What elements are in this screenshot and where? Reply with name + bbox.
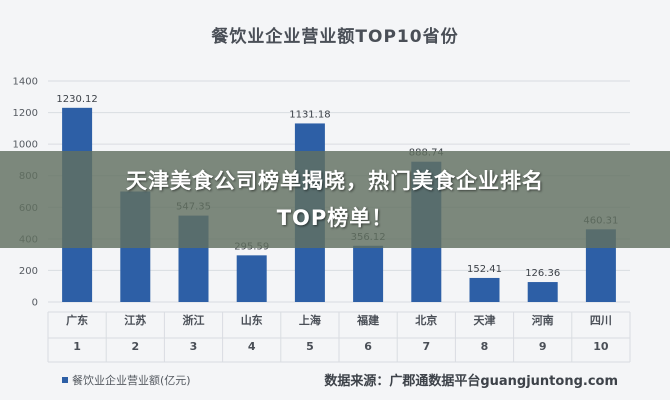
bar-value-label: 1131.18 bbox=[289, 109, 330, 120]
x-rank-label: 7 bbox=[422, 340, 430, 353]
chart-title: 餐饮业企业营业额TOP10省份 bbox=[211, 27, 459, 47]
y-tick-label: 1000 bbox=[13, 140, 38, 151]
overlay-headline-line-2: TOP榜单！ bbox=[276, 206, 394, 230]
bar bbox=[469, 277, 500, 302]
y-tick-label: 1400 bbox=[13, 77, 38, 88]
source-label: 数据来源：广郡通数据平台guangjuntong.com bbox=[324, 374, 618, 389]
overlay-headline-line-1: 天津美食公司榜单揭晓，热门美食企业排名 bbox=[126, 169, 544, 193]
bar-value-label: 152.41 bbox=[467, 264, 502, 275]
legend-swatch bbox=[62, 377, 68, 383]
bar-value-label: 1230.12 bbox=[56, 94, 97, 105]
x-rank-label: 1 bbox=[73, 340, 81, 353]
x-rank-label: 3 bbox=[190, 340, 198, 353]
x-category-label: 河南 bbox=[532, 313, 554, 327]
y-tick-label: 1200 bbox=[13, 108, 38, 119]
x-rank-label: 8 bbox=[481, 340, 489, 353]
x-rank-label: 6 bbox=[364, 340, 372, 353]
legend-label: 餐饮业企业营业额(亿元) bbox=[72, 374, 191, 387]
bar bbox=[353, 245, 384, 302]
x-rank-label: 4 bbox=[248, 340, 256, 353]
x-category-label: 江苏 bbox=[124, 313, 146, 327]
bar bbox=[236, 255, 267, 302]
x-category-label: 浙江 bbox=[183, 313, 205, 327]
x-category-label: 广东 bbox=[66, 313, 88, 327]
x-rank-label: 9 bbox=[539, 340, 547, 353]
x-category-label: 北京 bbox=[415, 313, 437, 327]
y-tick-label: 0 bbox=[32, 298, 38, 309]
x-rank-label: 10 bbox=[593, 340, 609, 353]
x-rank-label: 5 bbox=[306, 340, 314, 353]
x-category-label: 福建 bbox=[356, 313, 380, 327]
x-category-label: 上海 bbox=[299, 313, 321, 327]
legend: 餐饮业企业营业额(亿元) bbox=[62, 372, 191, 388]
y-tick-label: 200 bbox=[19, 266, 38, 277]
bar bbox=[527, 282, 558, 302]
x-category-label: 天津 bbox=[474, 313, 496, 327]
x-category-label: 四川 bbox=[590, 314, 612, 327]
overlay-banner bbox=[0, 151, 670, 248]
x-rank-label: 2 bbox=[131, 340, 139, 353]
bar-value-label: 126.36 bbox=[525, 268, 560, 279]
x-category-label: 山东 bbox=[241, 313, 263, 327]
